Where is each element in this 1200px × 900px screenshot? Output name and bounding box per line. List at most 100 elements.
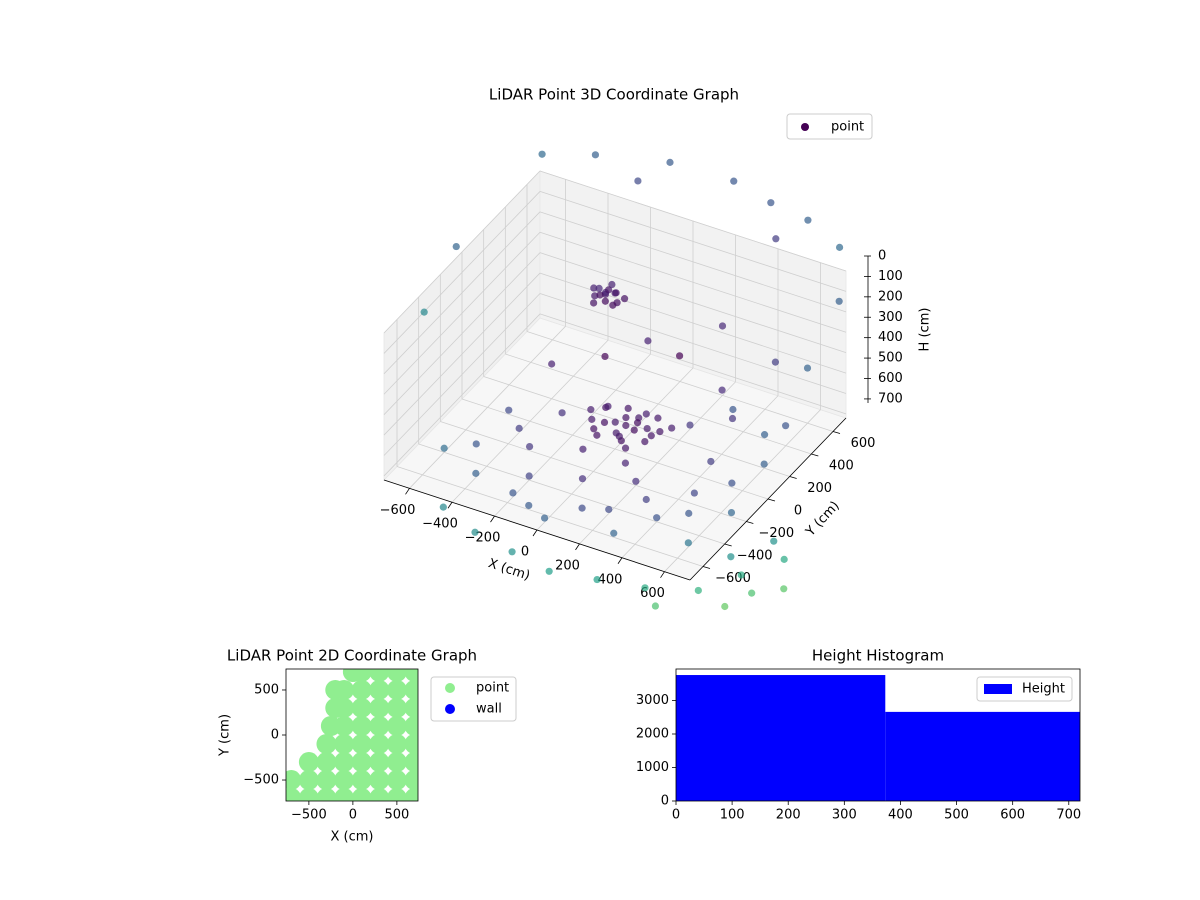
grid-line — [383, 191, 541, 354]
point — [404, 752, 418, 773]
point — [728, 414, 737, 423]
point — [386, 679, 407, 700]
z-tick-label: 200 — [878, 289, 903, 304]
point — [548, 360, 556, 368]
point — [641, 584, 649, 592]
point — [558, 409, 566, 417]
z-tick-label: 400 — [878, 330, 903, 345]
point — [835, 243, 844, 251]
point — [440, 444, 448, 452]
x-tick — [490, 515, 495, 523]
point — [651, 602, 660, 610]
point — [386, 697, 407, 718]
point — [334, 788, 355, 801]
y-tick-label: 1000 — [636, 760, 669, 775]
y-tick — [767, 498, 776, 502]
z-tick-label: 700 — [878, 391, 903, 406]
point — [782, 422, 790, 430]
point — [654, 414, 662, 422]
x-tick-label: 500 — [384, 808, 409, 823]
point — [686, 421, 694, 429]
grid-line — [539, 191, 847, 292]
point — [641, 438, 649, 446]
points — [286, 669, 418, 801]
grid-line — [483, 376, 790, 477]
point — [538, 150, 546, 158]
point — [369, 679, 390, 700]
point — [334, 697, 355, 718]
point — [588, 415, 596, 423]
y-axis-label: Y (cm) — [803, 499, 843, 541]
x-tick — [532, 529, 538, 537]
y-axis — [689, 417, 847, 581]
y-tick-label: 600 — [851, 436, 876, 451]
point — [610, 529, 618, 537]
point — [593, 431, 601, 439]
point — [590, 284, 598, 292]
x-tick-label: 700 — [1056, 808, 1081, 823]
point — [386, 715, 407, 736]
z-axis-label: H (cm) — [918, 308, 933, 352]
point — [642, 410, 650, 418]
point — [621, 459, 630, 467]
point — [386, 788, 407, 801]
y-tick-label: 0 — [271, 728, 279, 743]
y-tick-label: 400 — [829, 459, 854, 474]
point — [420, 308, 428, 316]
point — [369, 697, 390, 718]
y-tick — [724, 543, 732, 547]
point — [298, 788, 319, 801]
x-tick-label: 600 — [1000, 808, 1025, 823]
grid-line — [461, 398, 769, 500]
point — [608, 280, 616, 289]
point — [316, 788, 337, 801]
points — [420, 150, 844, 611]
legend-box — [976, 676, 1073, 702]
point — [718, 322, 727, 330]
y-tick-label: −600 — [715, 571, 751, 586]
grid-line — [383, 293, 541, 456]
point — [351, 715, 372, 736]
legend-label: point — [476, 681, 509, 696]
point — [730, 177, 738, 185]
x-tick-label: 400 — [888, 808, 913, 823]
point — [369, 669, 390, 682]
point — [605, 286, 613, 294]
grid-line — [440, 421, 747, 522]
x-tick — [447, 502, 453, 509]
point — [727, 508, 736, 517]
point — [579, 445, 587, 453]
x-tick-label: 200 — [555, 558, 580, 573]
y-axis-label: Y (cm) — [218, 714, 233, 757]
histogram-bar — [885, 711, 1080, 801]
point — [351, 770, 372, 791]
legend-box — [786, 113, 873, 140]
point — [656, 428, 664, 436]
point — [605, 505, 613, 514]
point — [748, 589, 756, 597]
point — [369, 734, 390, 755]
point — [604, 402, 612, 410]
x-tick-label: −400 — [422, 517, 458, 532]
point — [634, 177, 642, 185]
point — [540, 514, 549, 522]
y-tick — [789, 476, 797, 479]
y-tick — [702, 566, 711, 569]
point — [642, 495, 650, 504]
point — [685, 509, 693, 517]
point — [690, 489, 698, 497]
point — [609, 301, 617, 309]
point — [718, 386, 726, 394]
point — [591, 151, 600, 159]
point — [596, 291, 604, 299]
x-tick-label: 0 — [521, 545, 529, 560]
point — [369, 752, 390, 773]
legend-label: wall — [476, 702, 502, 717]
x-tick-label: 200 — [776, 808, 801, 823]
point — [286, 788, 302, 801]
point — [472, 469, 480, 477]
point — [737, 571, 745, 579]
point — [611, 289, 619, 297]
grid-line — [539, 211, 847, 313]
